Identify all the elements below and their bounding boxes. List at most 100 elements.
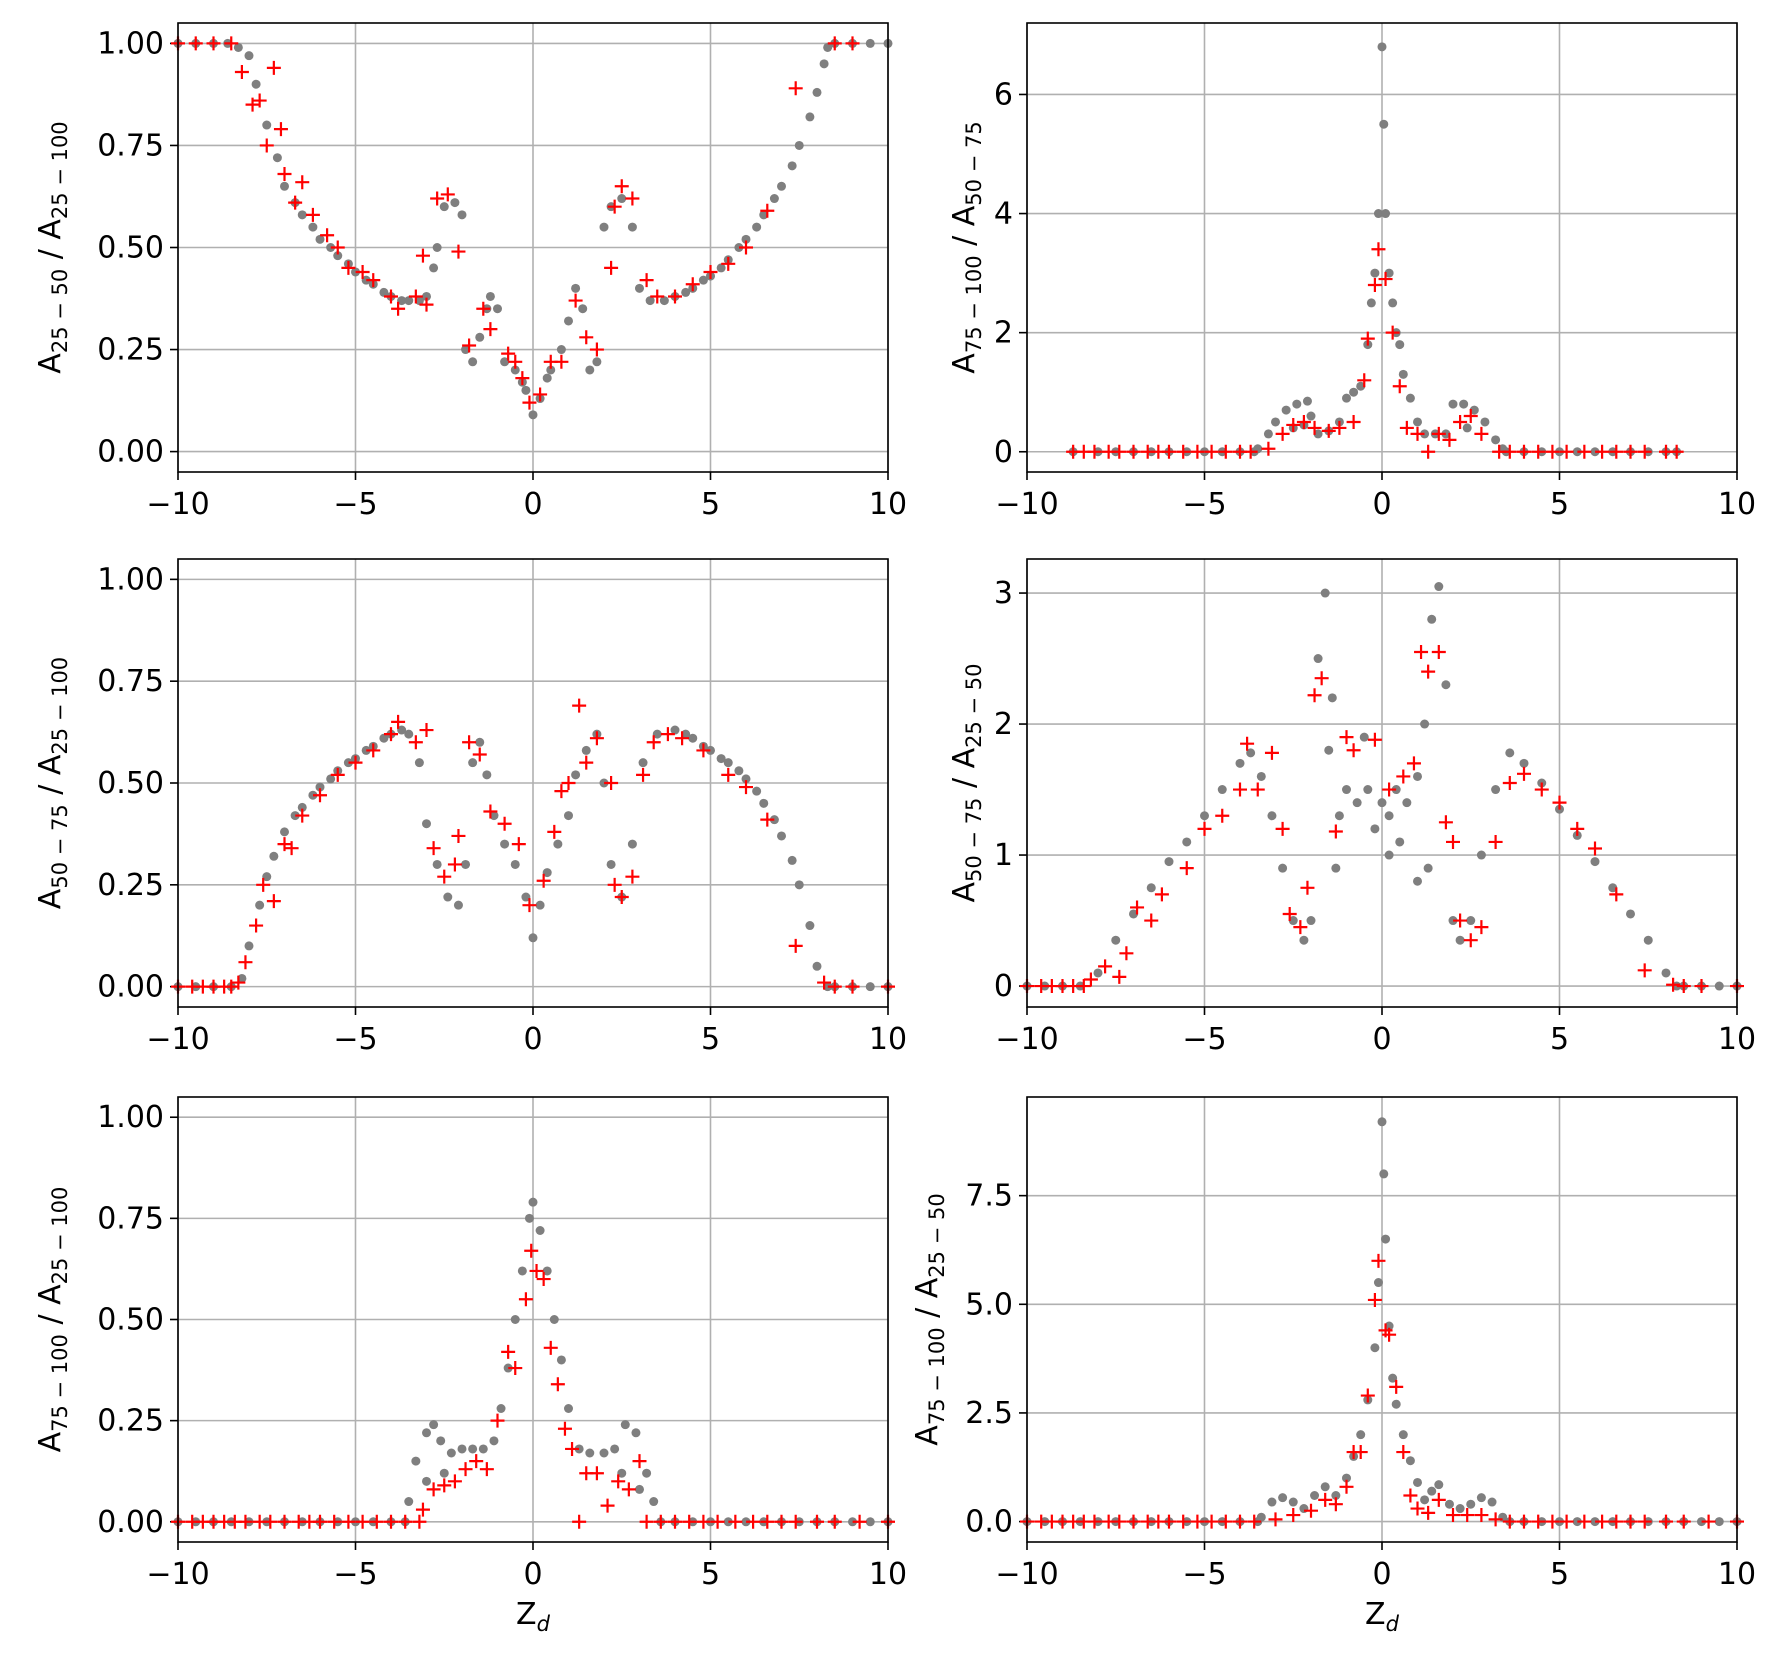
gray-point bbox=[528, 1197, 538, 1207]
x-tick-label: −10 bbox=[146, 487, 209, 522]
red-plus-marker bbox=[522, 898, 537, 913]
gray-point bbox=[457, 1444, 467, 1454]
y-tick-label: 0.25 bbox=[97, 868, 164, 903]
red-plus-marker bbox=[1382, 1327, 1397, 1342]
gray-point bbox=[1391, 785, 1401, 795]
red-plus-marker bbox=[788, 81, 803, 96]
red-plus-marker bbox=[639, 273, 654, 288]
red-plus-marker bbox=[1204, 1514, 1219, 1529]
red-plus-marker bbox=[366, 743, 381, 758]
red-plus-marker bbox=[1275, 821, 1290, 836]
gray-point bbox=[453, 900, 463, 910]
gray-point bbox=[1590, 1517, 1600, 1527]
x-tick-label: 0 bbox=[1372, 487, 1391, 522]
red-plus-marker bbox=[462, 735, 477, 750]
red-plus-marker bbox=[408, 735, 423, 750]
gray-point bbox=[475, 737, 485, 747]
gray-point bbox=[521, 385, 531, 395]
red-plus-marker bbox=[224, 979, 239, 994]
gray-point bbox=[489, 811, 499, 821]
red-plus-marker bbox=[1112, 1514, 1127, 1529]
red-plus-marker bbox=[1396, 769, 1411, 784]
gray-point bbox=[255, 900, 265, 910]
y-tick-label: 0.75 bbox=[97, 1201, 164, 1236]
gray-point bbox=[1402, 798, 1412, 808]
red-plus-marker bbox=[632, 1454, 647, 1469]
gray-point bbox=[542, 868, 552, 878]
gray-point bbox=[1288, 916, 1298, 926]
gray-point bbox=[326, 774, 336, 784]
red-plus-marker bbox=[554, 784, 569, 799]
gray-point bbox=[1235, 758, 1245, 768]
red-plus-marker bbox=[625, 869, 640, 884]
red-plus-marker bbox=[451, 244, 466, 259]
gray-point bbox=[670, 725, 680, 735]
gray-point bbox=[1487, 1497, 1497, 1507]
gray-point bbox=[379, 287, 389, 297]
red-plus-marker bbox=[508, 1361, 523, 1376]
red-plus-marker bbox=[415, 1502, 430, 1517]
y-label-subscript: 25 − 50 bbox=[962, 663, 986, 747]
red-plus-marker bbox=[682, 1514, 697, 1529]
y-label-text: / A bbox=[33, 1284, 68, 1334]
gray-point bbox=[528, 410, 538, 420]
gray-point bbox=[1476, 850, 1486, 860]
x-tick-label: −5 bbox=[1182, 1022, 1226, 1057]
red-plus-marker bbox=[1559, 444, 1574, 459]
x-tick-label: 0 bbox=[523, 1022, 542, 1057]
red-plus-marker bbox=[341, 1514, 356, 1529]
red-plus-marker bbox=[1442, 432, 1457, 447]
red-plus-marker bbox=[703, 264, 718, 279]
gray-point bbox=[734, 766, 744, 776]
gray-point bbox=[549, 1315, 559, 1324]
red-plus-marker bbox=[501, 346, 516, 361]
red-plus-marker bbox=[479, 1462, 494, 1477]
red-plus-marker bbox=[483, 804, 498, 819]
gray-point bbox=[1306, 916, 1316, 926]
red-plus-marker bbox=[263, 1514, 278, 1529]
red-plus-marker bbox=[1367, 1292, 1382, 1307]
gray-point bbox=[1441, 429, 1451, 439]
red-plus-marker bbox=[1282, 906, 1297, 921]
red-plus-marker bbox=[295, 175, 310, 190]
red-plus-marker bbox=[391, 301, 406, 316]
gray-point bbox=[1370, 824, 1380, 834]
x-tick-label: 0 bbox=[1372, 1022, 1391, 1057]
gray-point bbox=[812, 87, 822, 97]
red-plus-marker bbox=[1410, 426, 1425, 441]
red-plus-marker bbox=[266, 60, 281, 75]
y-label-subscript: 75 − 100 bbox=[962, 255, 986, 353]
gray-point bbox=[1342, 785, 1351, 795]
gray-point bbox=[553, 839, 563, 849]
gray-point bbox=[1413, 417, 1422, 427]
gray-point bbox=[1164, 857, 1174, 867]
x-tick-label: 5 bbox=[701, 1557, 720, 1592]
gray-point bbox=[1377, 42, 1387, 52]
red-plus-marker bbox=[249, 918, 264, 933]
gray-point bbox=[1200, 1517, 1209, 1527]
gray-point bbox=[805, 112, 815, 122]
gray-point bbox=[599, 1448, 609, 1458]
gray-point bbox=[429, 263, 439, 273]
red-plus-marker bbox=[1609, 887, 1624, 902]
red-plus-marker bbox=[739, 240, 753, 255]
x-axis-label: Zd bbox=[1365, 1597, 1400, 1636]
gray-point bbox=[269, 851, 279, 861]
red-plus-marker bbox=[1399, 420, 1414, 435]
gray-point bbox=[404, 1497, 414, 1507]
y-tick-label: 0.25 bbox=[97, 333, 164, 368]
gray-point bbox=[251, 79, 261, 89]
gray-point bbox=[1384, 268, 1394, 278]
gray-point bbox=[244, 51, 254, 61]
gray-point bbox=[1111, 935, 1121, 945]
red-plus-marker bbox=[1488, 834, 1503, 849]
gray-point bbox=[1342, 1473, 1351, 1483]
red-plus-marker bbox=[1243, 444, 1258, 459]
red-plus-marker bbox=[384, 1514, 398, 1529]
gray-point bbox=[627, 839, 637, 849]
red-plus-marker bbox=[522, 395, 537, 410]
red-plus-marker bbox=[366, 273, 381, 288]
red-plus-marker bbox=[355, 264, 370, 279]
red-plus-marker bbox=[1328, 1497, 1343, 1512]
red-plus-marker bbox=[1162, 444, 1176, 459]
